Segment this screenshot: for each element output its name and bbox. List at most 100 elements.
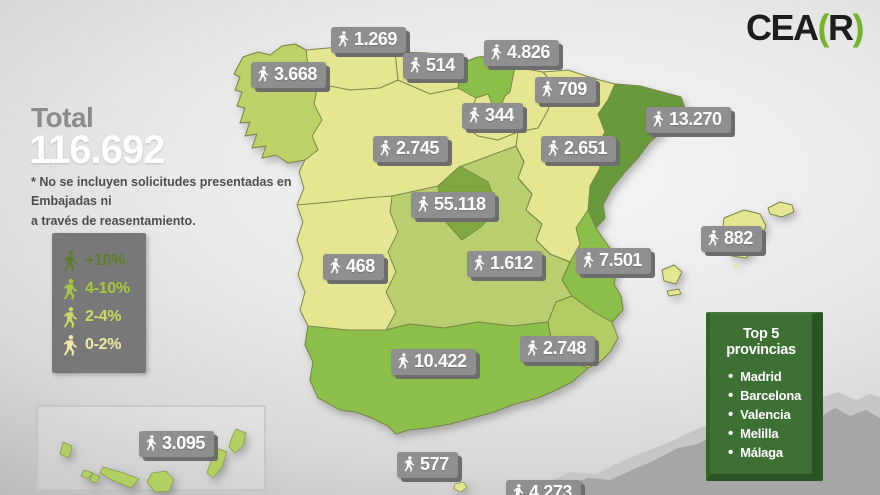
label-asturias: 1.269	[331, 27, 407, 53]
person-icon	[548, 140, 559, 156]
top5-provinces-box: Top 5 provincias Madrid Barcelona Valenc…	[706, 312, 823, 481]
island-la-gomera	[89, 473, 101, 484]
person-icon	[418, 196, 429, 212]
label-value: 7.501	[599, 250, 643, 270]
label-valencia: 7.501	[576, 248, 652, 274]
person-icon	[542, 81, 553, 97]
logo-paren-close: )	[852, 7, 865, 48]
label-value: 4.826	[507, 42, 551, 62]
island-fuerteventura	[206, 447, 228, 479]
island-lanzarote	[228, 428, 247, 454]
border-asturias	[317, 51, 399, 91]
legend-label: 0-2%	[85, 336, 122, 353]
label-aragon: 2.651	[541, 136, 617, 162]
label-baleares: 882	[701, 226, 762, 252]
label-value: 2.651	[564, 138, 608, 158]
person-icon	[63, 335, 78, 356]
logo-text: CEA	[746, 7, 819, 48]
person-icon	[583, 252, 594, 268]
person-icon	[410, 57, 421, 73]
top5-title: Top 5 provincias	[726, 326, 796, 358]
island-gran-canaria	[146, 470, 175, 493]
logo-paren-open: (	[817, 7, 830, 48]
person-icon	[258, 66, 269, 82]
label-cantabria: 514	[403, 53, 464, 79]
label-madrid: 55.118	[411, 192, 495, 218]
top5-item: Madrid	[728, 367, 804, 386]
label-canarias: 3.095	[139, 431, 215, 457]
legend-label: +10%	[85, 252, 126, 269]
label-pais-vasco: 4.826	[484, 40, 560, 66]
label-value: 882	[724, 228, 753, 248]
label-value: 709	[558, 79, 587, 99]
label-cataluna: 13.270	[646, 107, 731, 133]
island-menorca	[767, 201, 795, 218]
footnote-line-1: * No se incluyen solicitudes presentadas…	[31, 175, 292, 209]
top5-item: Málaga	[728, 443, 804, 462]
label-value: 10.422	[414, 351, 467, 371]
label-value: 55.118	[434, 194, 486, 214]
person-icon	[513, 484, 524, 495]
person-icon	[338, 31, 349, 47]
label-value: 3.095	[162, 433, 206, 453]
label-murcia: 2.748	[520, 336, 596, 362]
person-icon	[653, 111, 664, 127]
person-icon	[491, 44, 502, 60]
label-navarra: 709	[535, 77, 596, 103]
legend-label: 4-10%	[85, 280, 130, 297]
label-galicia: 3.668	[251, 62, 327, 88]
island-tenerife	[99, 466, 140, 489]
footnote-line-2: a través de reasentamiento.	[31, 213, 196, 228]
top5-item: Valencia	[728, 405, 804, 424]
island-el-hierro	[80, 469, 94, 480]
person-icon	[708, 230, 719, 246]
legend-label: 2-4%	[85, 308, 122, 325]
total-label: Total	[31, 102, 94, 133]
border-aragon-west	[515, 131, 571, 263]
person-icon	[474, 255, 485, 271]
top5-item: Barcelona	[728, 386, 804, 405]
legend-item-4-10: 4-10%	[63, 279, 146, 300]
person-icon	[63, 251, 78, 272]
label-castilla-la-mancha: 1.612	[467, 251, 543, 277]
cear-logo: CEA(R)	[746, 7, 865, 49]
person-icon	[404, 456, 415, 472]
person-icon	[63, 307, 78, 328]
label-value: 1.612	[490, 253, 534, 273]
label-value: 577	[420, 454, 449, 474]
label-castilla-y-leon: 2.745	[373, 136, 449, 162]
legend-item-0-2: 0-2%	[63, 335, 146, 356]
label-value: 2.745	[396, 138, 440, 158]
label-extremadura: 468	[323, 254, 384, 280]
border-extremadura-north	[296, 195, 393, 206]
label-ceuta: 577	[397, 452, 458, 478]
label-value: 4.273	[529, 482, 573, 495]
label-value: 1.269	[354, 29, 398, 49]
label-la-rioja: 344	[462, 103, 523, 129]
island-la-palma	[59, 441, 73, 459]
island-formentera	[666, 288, 682, 297]
label-value: 468	[346, 256, 375, 276]
label-value: 3.668	[274, 64, 318, 84]
legend-box: +10% 4-10% 2-4% 0-2%	[52, 233, 146, 373]
island-ibiza	[661, 264, 683, 285]
territory-ceuta	[453, 481, 468, 493]
label-value: 2.748	[543, 338, 587, 358]
label-value: 13.270	[669, 109, 722, 129]
island-cabrera	[734, 264, 738, 268]
person-icon	[146, 435, 157, 451]
label-andalucia: 10.422	[391, 349, 476, 375]
top5-item: Melilla	[728, 424, 804, 443]
total-value: 116.692	[29, 128, 165, 172]
person-icon	[330, 258, 341, 274]
person-icon	[63, 279, 78, 300]
footnote: * No se incluyen solicitudes presentadas…	[31, 173, 293, 231]
person-icon	[527, 340, 538, 356]
person-icon	[398, 353, 409, 369]
person-icon	[380, 140, 391, 156]
label-value: 514	[426, 55, 455, 75]
person-icon	[469, 107, 480, 123]
top5-list: Madrid Barcelona Valencia Melilla Málaga	[718, 367, 804, 462]
region-andalucia	[304, 321, 589, 435]
